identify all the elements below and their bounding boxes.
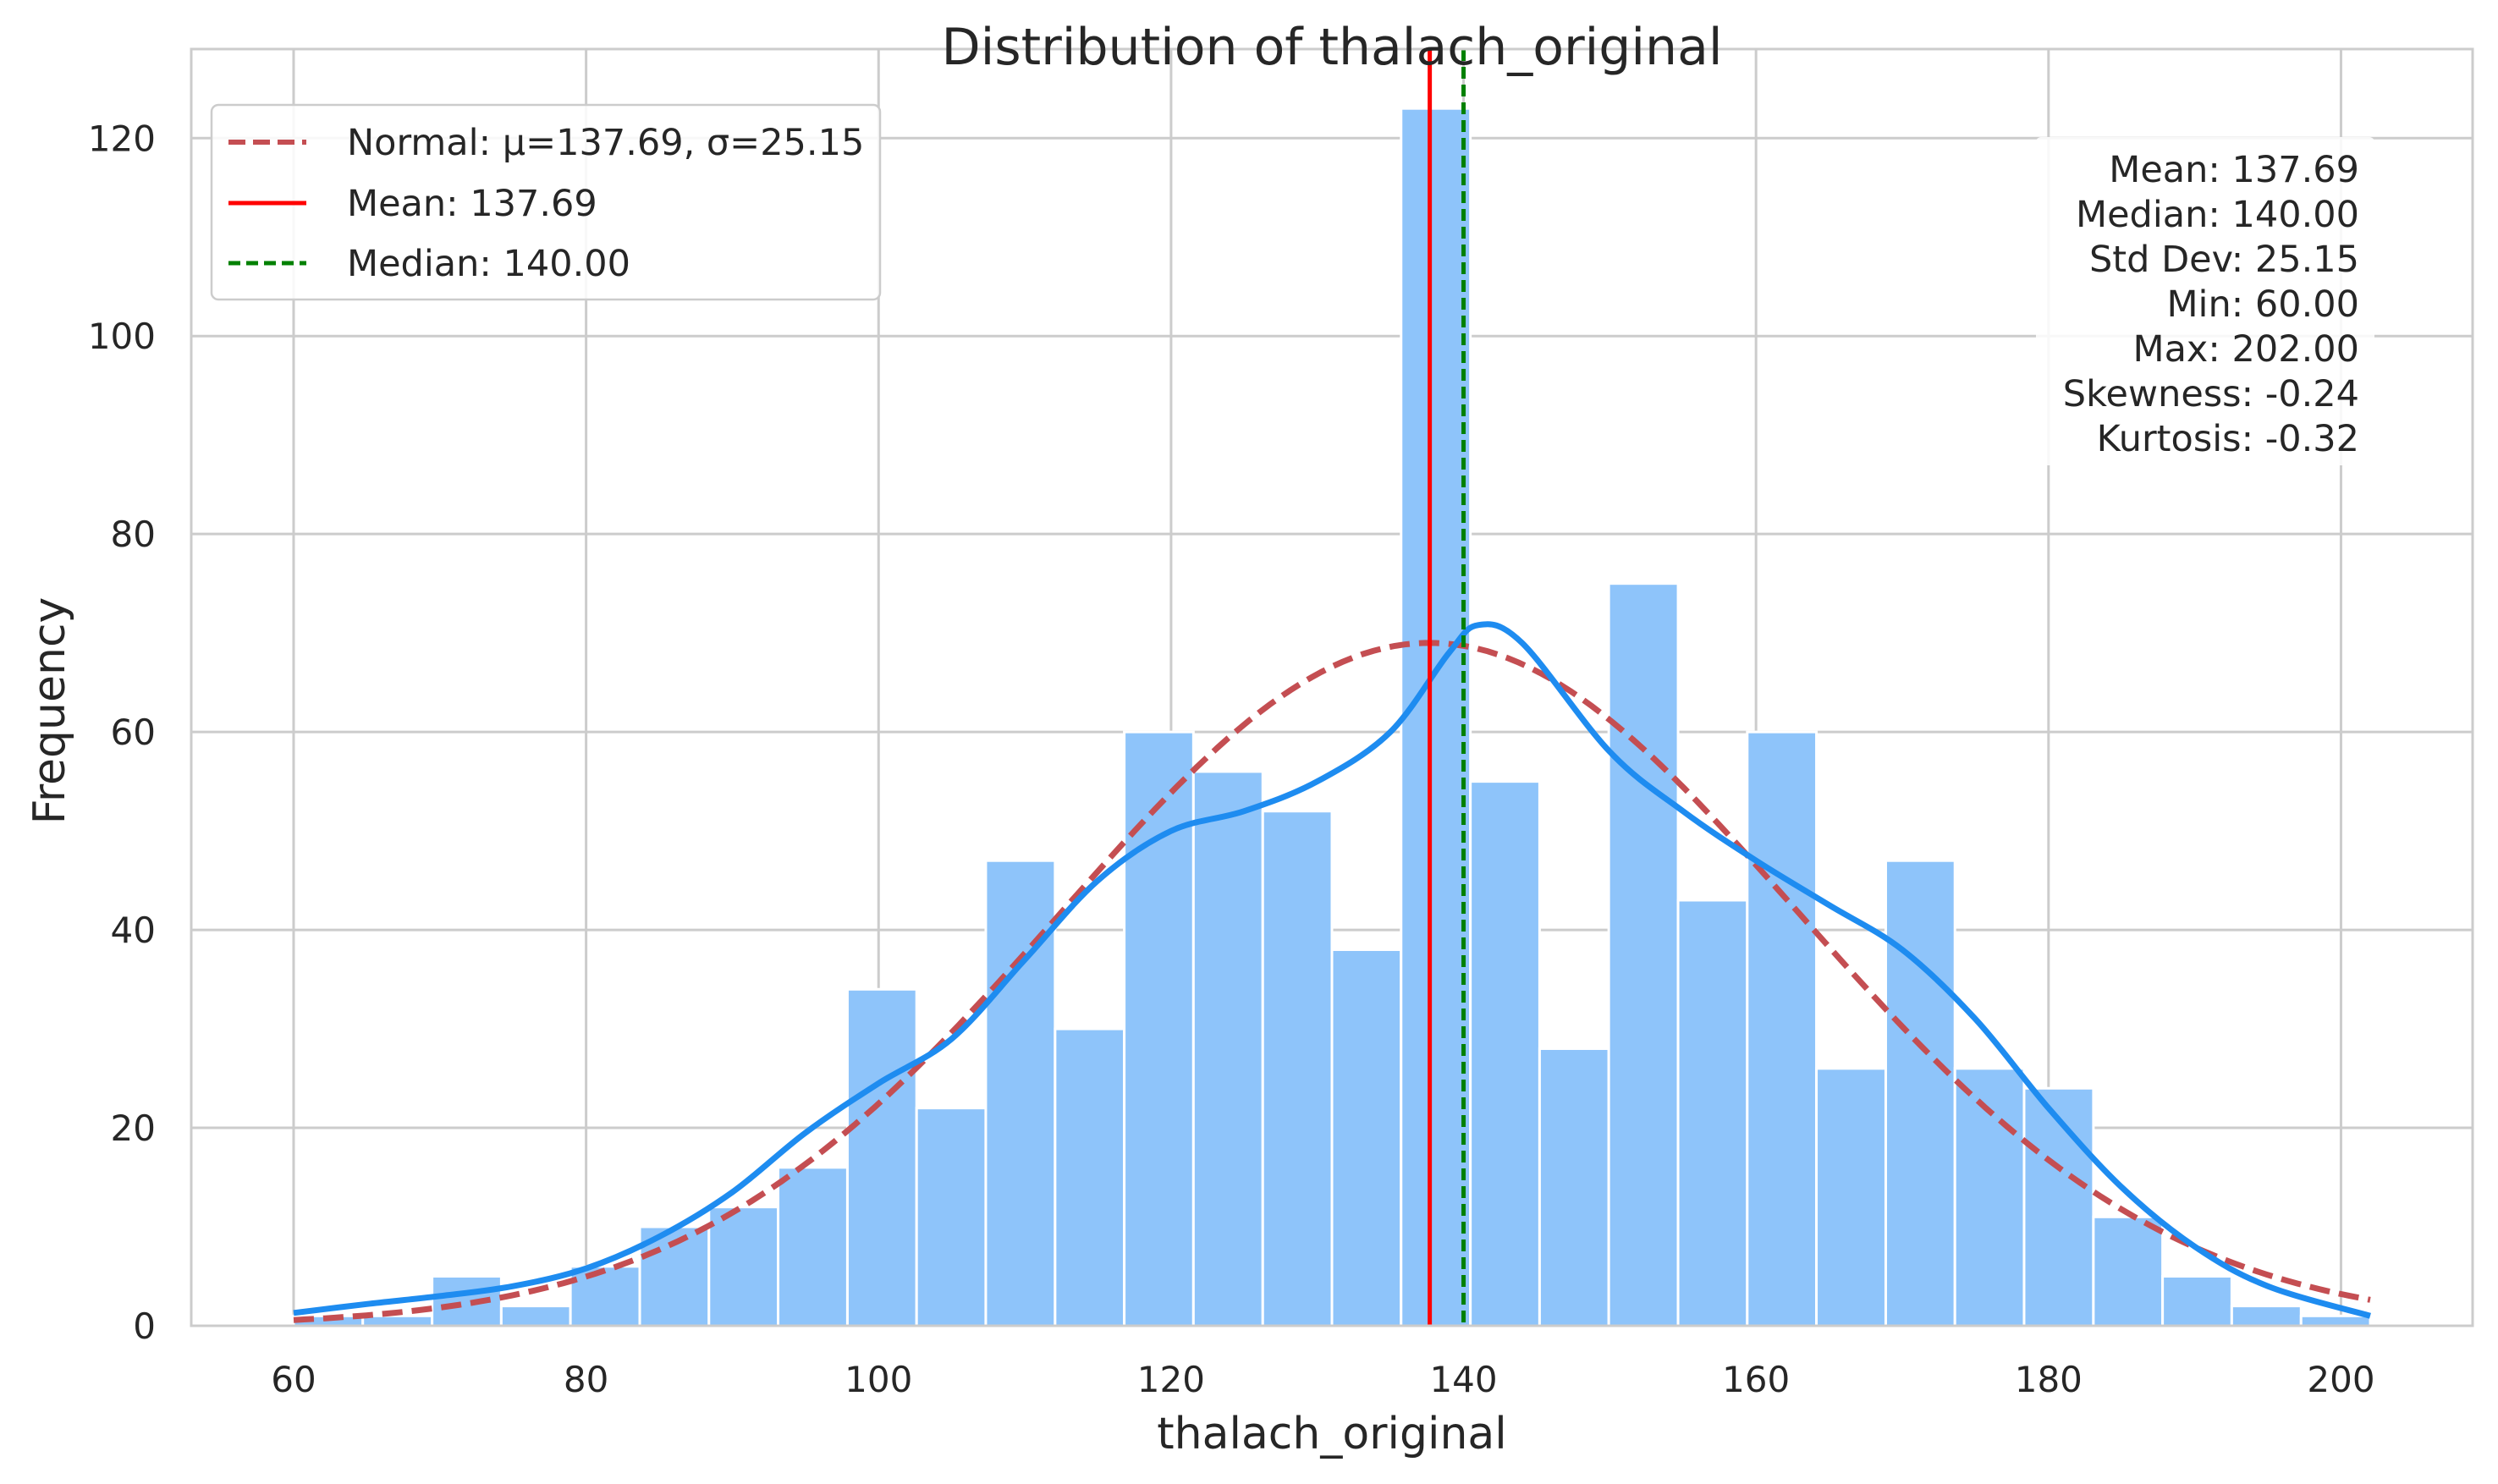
histogram-bar <box>845 987 918 1327</box>
y-axis-ticks: 0 20 40 60 80 100 120 <box>88 118 156 1347</box>
x-tick-label: 100 <box>845 1359 912 1400</box>
y-tick-label: 60 <box>111 712 156 753</box>
histogram-bars <box>292 107 2372 1327</box>
x-tick-label: 120 <box>1137 1359 1205 1400</box>
legend-mean-label: Mean: 137.69 <box>347 183 597 225</box>
stats-line: Max: 202.00 <box>2132 328 2359 371</box>
histogram-bar <box>1400 107 1472 1327</box>
reference-lines <box>1428 49 1466 1326</box>
normal-curve <box>293 640 2371 1323</box>
histogram-bar <box>499 1305 572 1327</box>
x-tick-label: 80 <box>564 1359 608 1400</box>
histogram-bar <box>569 1265 641 1327</box>
y-tick-label: 40 <box>111 910 156 951</box>
histogram-bar <box>1191 770 1264 1327</box>
legend-box <box>210 103 882 301</box>
y-tick-label: 120 <box>88 118 156 159</box>
histogram-bar <box>2299 1314 2372 1327</box>
histogram-bar <box>777 1166 849 1327</box>
x-axis-label: thalach_original <box>1157 1409 1506 1459</box>
histogram-bar <box>1261 810 1334 1327</box>
x-tick-label: 180 <box>2015 1359 2083 1400</box>
histogram-bar <box>2230 1305 2303 1327</box>
histogram-bar <box>2161 1275 2233 1327</box>
histogram-bar <box>1123 730 1195 1327</box>
stats-line: Std Dev: 25.15 <box>2089 239 2359 281</box>
legend: Normal: μ=137.69, σ=25.15 Mean: 137.69 M… <box>210 103 882 301</box>
curves <box>293 621 2371 1323</box>
histogram-bar <box>915 1107 988 1327</box>
histogram-bar <box>707 1206 780 1327</box>
histogram-bar <box>1054 1027 1126 1327</box>
stats-line: Kurtosis: -0.32 <box>2097 418 2359 460</box>
legend-normal-label: Normal: μ=137.69, σ=25.15 <box>347 122 864 164</box>
x-tick-label: 200 <box>2307 1359 2374 1400</box>
histogram-bar <box>1815 1067 1887 1327</box>
kde-curve <box>293 621 2371 1319</box>
stats-line: Skewness: -0.24 <box>2063 373 2359 415</box>
histogram-bar <box>1676 899 1749 1327</box>
y-tick-label: 0 <box>133 1305 156 1347</box>
histogram-bar <box>1538 1047 1610 1327</box>
y-axis-label: Frequency <box>25 597 75 825</box>
histogram-bar <box>1330 948 1403 1327</box>
stats-line: Mean: 137.69 <box>2109 149 2359 191</box>
histogram-bar <box>431 1275 503 1327</box>
stats-line: Min: 60.00 <box>2166 283 2359 326</box>
y-tick-label: 20 <box>111 1108 156 1149</box>
y-tick-label: 80 <box>111 514 156 555</box>
histogram-bar <box>2022 1086 2095 1327</box>
legend-median-label: Median: 140.00 <box>347 243 630 285</box>
y-tick-label: 100 <box>88 316 156 357</box>
histogram-bar <box>1884 859 1956 1327</box>
stats-box-background <box>2036 137 2374 465</box>
stats-line: Median: 140.00 <box>2076 194 2359 236</box>
histogram-bar <box>1607 582 1680 1327</box>
plot-frame <box>190 47 2474 1327</box>
histogram-bar <box>984 859 1057 1327</box>
histogram-bar <box>1746 730 1818 1327</box>
x-tick-label: 60 <box>271 1359 316 1400</box>
x-axis-ticks: 60 80 100 120 140 160 180 200 <box>271 1359 2374 1400</box>
x-tick-label: 140 <box>1429 1359 1497 1400</box>
histogram-bar <box>1953 1067 2026 1327</box>
chart-title: Distribution of thalach_original <box>941 18 1722 77</box>
histogram-bar <box>2092 1215 2165 1327</box>
x-tick-label: 160 <box>1722 1359 1790 1400</box>
histogram-bar <box>1469 780 1541 1327</box>
